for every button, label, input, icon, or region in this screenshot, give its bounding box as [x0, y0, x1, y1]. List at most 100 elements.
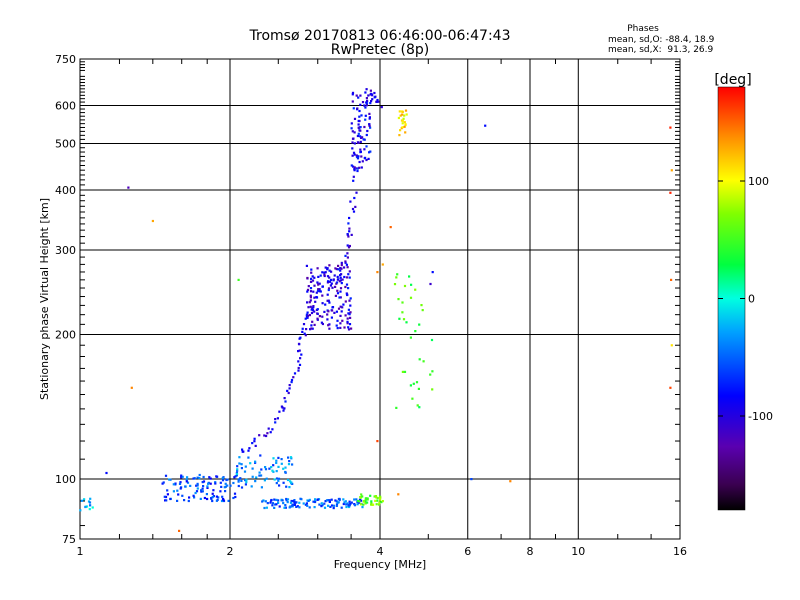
data-point [259, 454, 262, 457]
data-point [235, 474, 238, 477]
y-tick-label: 100 [55, 473, 76, 486]
data-point [277, 499, 280, 502]
x-tick-label: 6 [464, 545, 471, 558]
data-point [263, 479, 266, 482]
colorbar-tick-label: 0 [748, 293, 755, 306]
data-point [327, 324, 330, 327]
data-point [317, 275, 320, 278]
colorbar-tick-label: -100 [748, 410, 773, 423]
data-point [202, 485, 205, 488]
data-point [403, 370, 407, 373]
data-point [227, 499, 230, 502]
data-point [183, 499, 186, 502]
data-point [295, 505, 298, 508]
data-point [369, 89, 372, 92]
data-point [669, 386, 672, 389]
data-point [401, 119, 404, 122]
data-point [297, 342, 301, 345]
data-point [271, 428, 274, 431]
data-point [348, 505, 351, 509]
data-point [370, 93, 373, 96]
data-point [176, 499, 179, 502]
data-point [321, 322, 324, 326]
data-point [365, 158, 368, 162]
data-point [353, 153, 356, 156]
data-point [414, 330, 417, 333]
data-point [348, 313, 351, 316]
data-point [275, 470, 278, 473]
data-point [186, 481, 190, 484]
data-point [337, 278, 340, 281]
data-point [351, 91, 355, 94]
data-point [381, 500, 384, 503]
data-point [174, 483, 177, 486]
data-point [306, 288, 310, 291]
data-point [179, 487, 182, 490]
data-point [312, 500, 315, 503]
data-point [318, 282, 321, 285]
data-point [253, 437, 256, 440]
data-point [79, 509, 82, 512]
data-point [221, 495, 224, 498]
data-point [484, 124, 487, 127]
data-point [226, 484, 229, 487]
data-point [370, 100, 373, 103]
data-point [358, 500, 361, 503]
data-point [198, 473, 201, 477]
data-point [236, 465, 239, 468]
data-point [84, 505, 87, 508]
data-point [358, 129, 361, 132]
data-point [408, 275, 411, 278]
data-point [376, 497, 379, 500]
data-point [162, 481, 165, 484]
data-point [302, 502, 305, 505]
data-point [356, 141, 359, 144]
data-point [192, 494, 195, 497]
data-point [287, 456, 290, 459]
data-point [309, 294, 312, 297]
data-point [316, 312, 319, 315]
data-point [278, 410, 281, 413]
data-point [346, 502, 349, 505]
data-point [311, 309, 315, 312]
data-point [379, 496, 382, 499]
data-point [346, 244, 349, 247]
data-point [310, 271, 313, 274]
data-point [288, 384, 291, 387]
data-point [272, 457, 275, 460]
data-point [91, 506, 94, 509]
data-point [359, 135, 362, 138]
data-point [251, 442, 254, 445]
data-point [364, 118, 367, 121]
data-point [195, 484, 198, 487]
data-point [395, 406, 398, 409]
data-point [344, 500, 347, 503]
data-point [352, 210, 356, 213]
data-point [220, 485, 223, 488]
data-point [172, 483, 175, 486]
data-point [169, 497, 172, 501]
data-point [260, 486, 263, 489]
data-point [254, 460, 257, 463]
data-point [130, 386, 133, 389]
data-point [196, 482, 199, 485]
data-point [317, 288, 320, 291]
data-point [193, 496, 196, 499]
data-point [324, 303, 327, 306]
data-point [339, 326, 342, 329]
data-point [208, 476, 211, 479]
data-point [364, 106, 367, 109]
data-point [358, 166, 361, 169]
data-points [79, 88, 673, 532]
data-point [354, 205, 357, 208]
data-point [363, 157, 366, 160]
data-point [215, 495, 218, 498]
data-point [371, 98, 374, 101]
data-point [326, 313, 329, 316]
data-point [373, 495, 376, 498]
data-point [201, 487, 204, 490]
phase-legend-line-x: mean, sd,X: 91.3, 26.9 [608, 45, 714, 55]
data-point [310, 324, 313, 327]
data-point [164, 474, 168, 477]
data-point [323, 502, 326, 505]
